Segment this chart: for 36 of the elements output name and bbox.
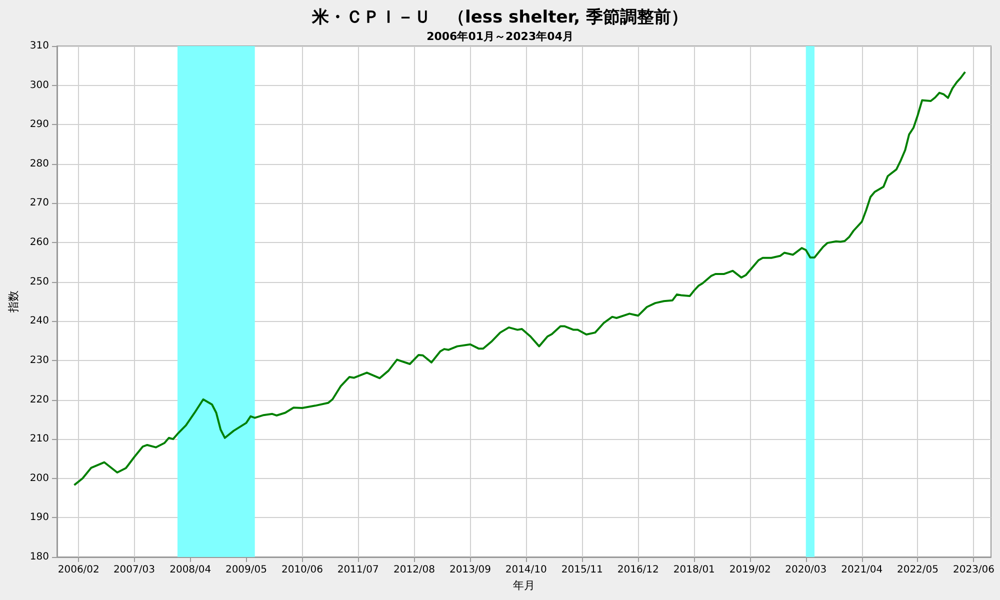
x-tick-label: 2021/04 bbox=[841, 564, 883, 576]
x-tick-label: 2020/03 bbox=[785, 564, 827, 576]
y-tick-label: 300 bbox=[30, 80, 49, 91]
x-tick-label: 2022/05 bbox=[896, 564, 939, 576]
x-tick-label: 2023/06 bbox=[952, 564, 995, 576]
x-tick-label: 2007/03 bbox=[113, 564, 155, 576]
x-tick-label: 2019/02 bbox=[729, 564, 771, 576]
x-tick-label: 2009/05 bbox=[225, 564, 267, 576]
chart-subtitle: 2006年01月～2023年04月 bbox=[426, 30, 574, 43]
y-tick-label: 250 bbox=[30, 276, 49, 288]
x-tick-label: 2016/12 bbox=[617, 564, 659, 576]
x-tick-label: 2015/11 bbox=[561, 564, 603, 576]
y-axis-title: 指数 bbox=[7, 290, 20, 314]
x-axis-title: 年月 bbox=[512, 578, 535, 592]
x-tick-label: 2013/09 bbox=[449, 564, 492, 576]
y-tick-label: 220 bbox=[30, 394, 49, 406]
x-tick-label: 2008/04 bbox=[170, 564, 212, 576]
x-tick-label: 2011/07 bbox=[337, 564, 379, 576]
y-tick-label: 230 bbox=[30, 354, 49, 366]
y-tick-label: 310 bbox=[30, 40, 49, 52]
line-series bbox=[73, 70, 966, 486]
y-tick-label: 280 bbox=[30, 158, 49, 170]
y-tick-label: 190 bbox=[30, 512, 49, 524]
y-tick-label: 240 bbox=[30, 316, 49, 327]
y-tick-label: 180 bbox=[30, 552, 49, 562]
x-tick-label: 2010/06 bbox=[281, 564, 323, 576]
x-tick-label: 2006/02 bbox=[58, 564, 100, 576]
y-tick-label: 290 bbox=[30, 119, 49, 130]
y-tick-label: 200 bbox=[30, 472, 49, 484]
x-tick-label: 2018/01 bbox=[673, 564, 715, 576]
x-tick-label: 2014/10 bbox=[505, 564, 547, 576]
y-tick-label: 210 bbox=[30, 434, 49, 445]
chart-title: 米・ＣＰＩ－Ｕ （less shelter, 季節調整前） bbox=[310, 8, 688, 28]
y-tick-label: 270 bbox=[30, 198, 49, 209]
y-tick-label: 260 bbox=[30, 237, 49, 248]
x-tick-label: 2012/08 bbox=[393, 564, 436, 576]
